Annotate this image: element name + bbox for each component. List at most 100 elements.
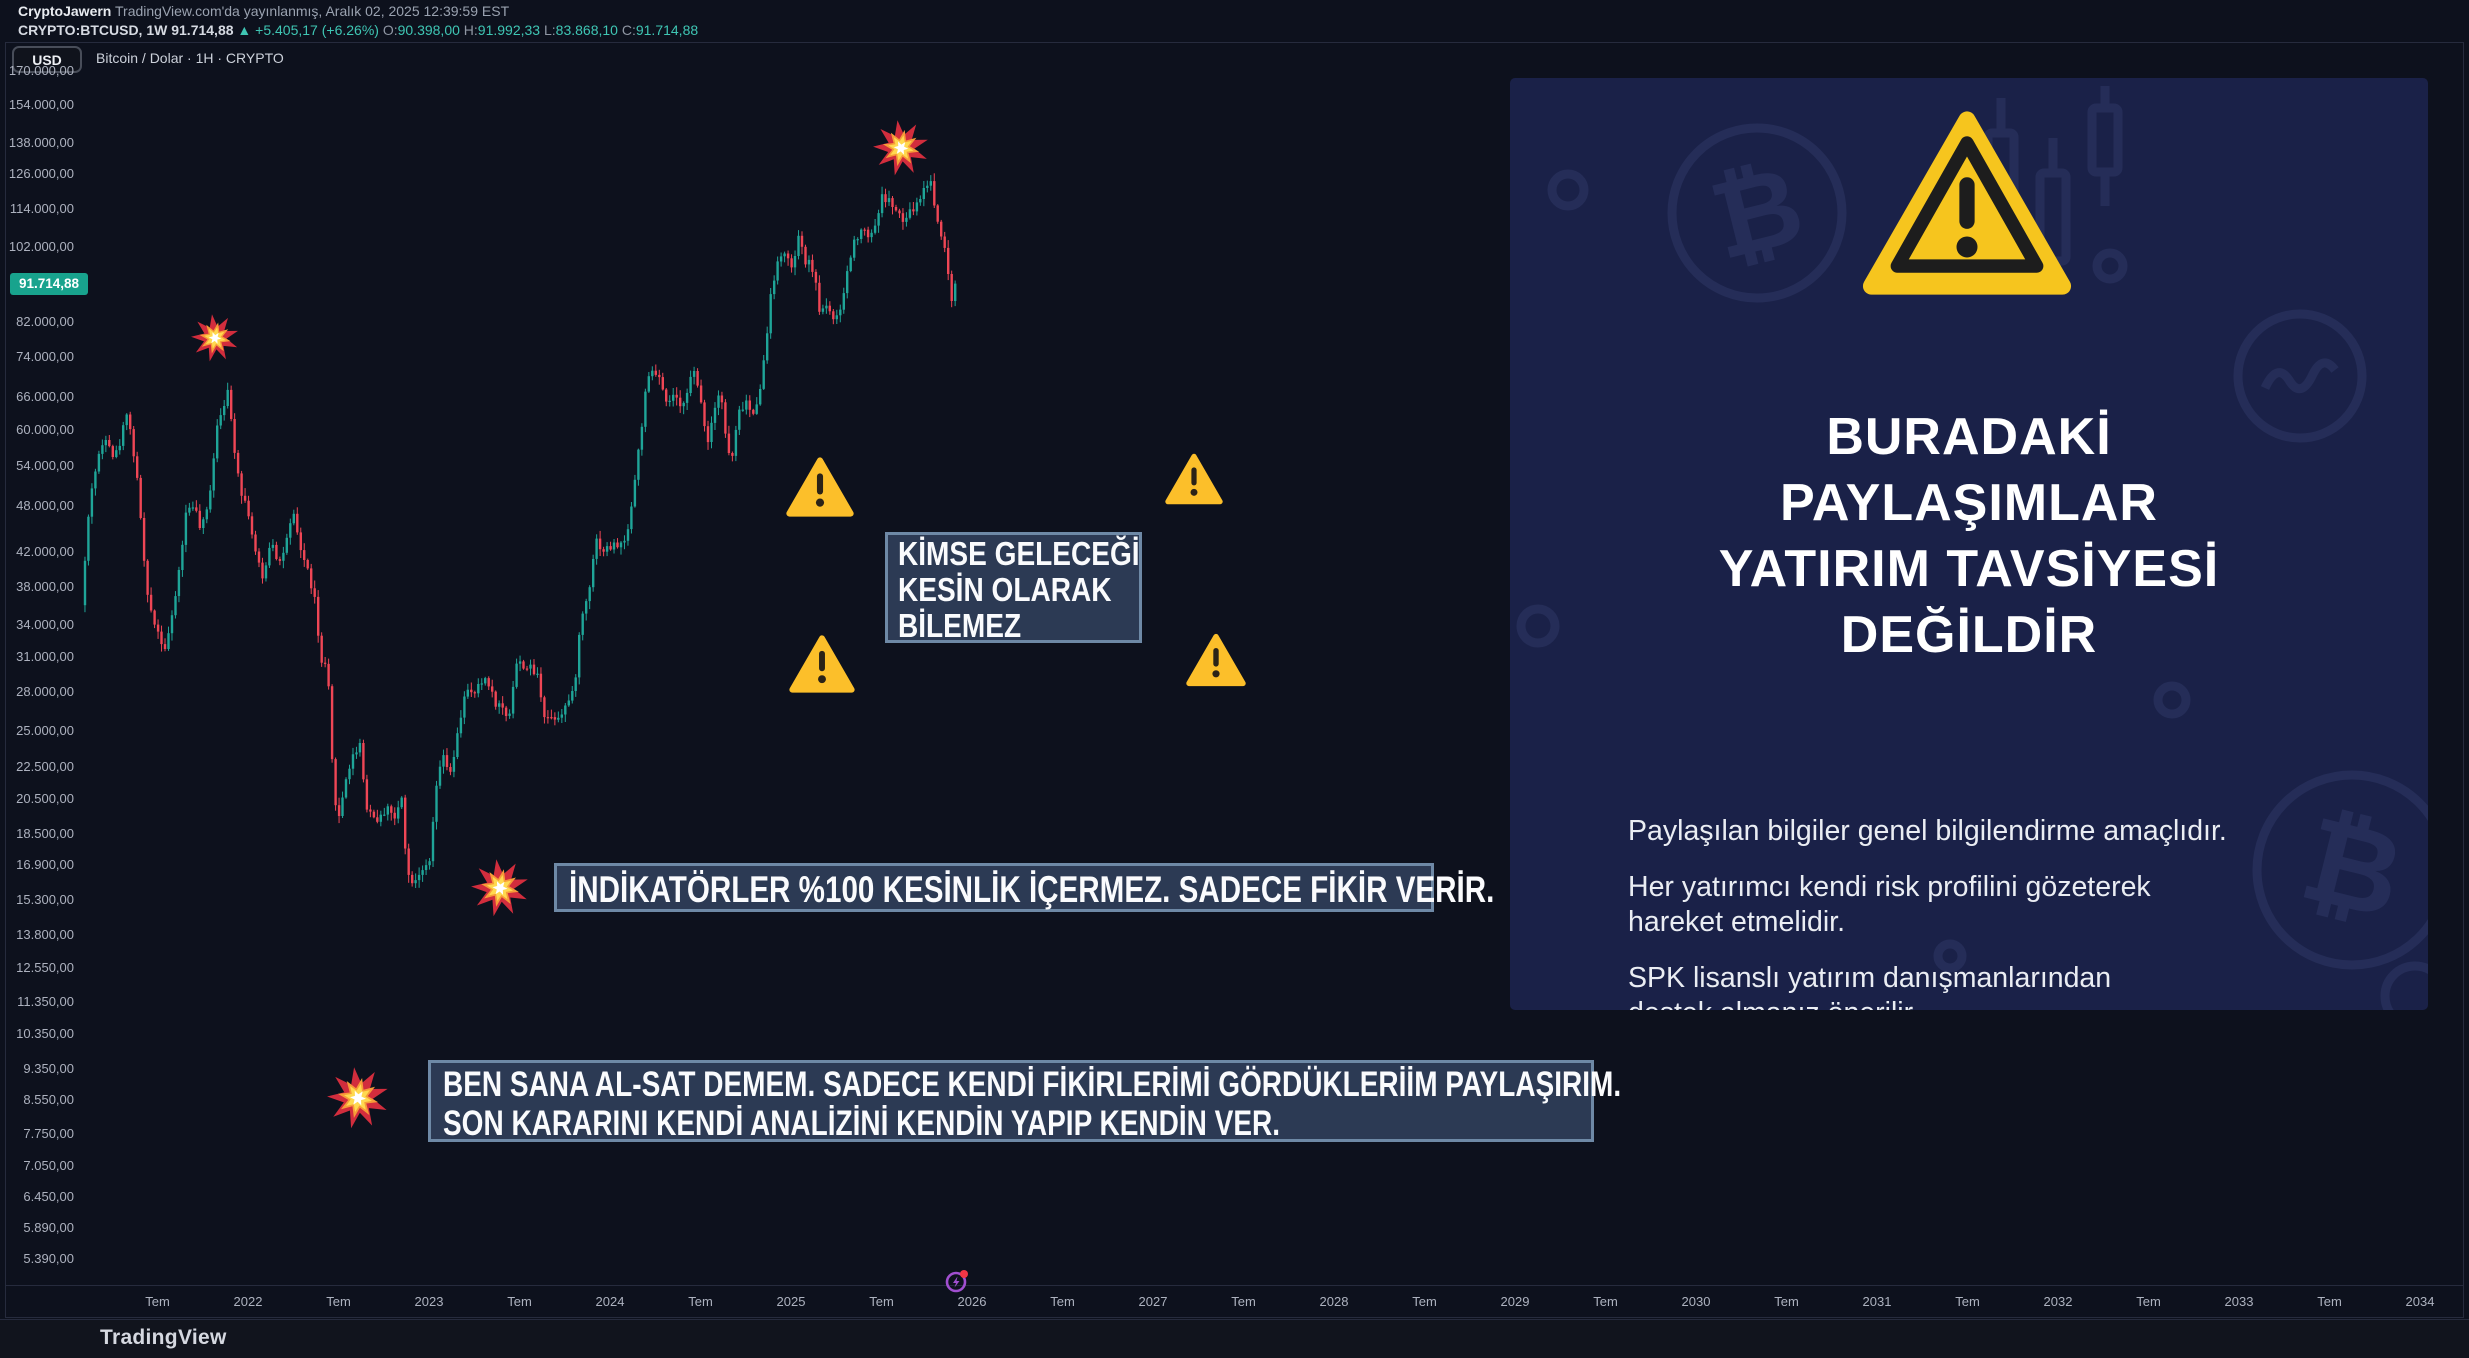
price-axis-tick: 12.550,00 bbox=[16, 959, 74, 975]
price-axis-tick: 7.750,00 bbox=[23, 1125, 74, 1141]
price-axis-tick: 82.000,00 bbox=[16, 314, 74, 330]
disclaimer-title-line: DEĞİLDİR bbox=[1840, 606, 2098, 664]
time-axis-label: 2034 bbox=[2405, 1294, 2435, 1309]
price-axis-tick: 9.350,00 bbox=[23, 1061, 74, 1077]
disclaimer-paragraphs: Paylaşılan bilgiler genel bilgilendirme … bbox=[1628, 814, 2328, 1010]
price-axis-tick: 74.000,00 bbox=[16, 349, 74, 365]
time-axis-label: 2030 bbox=[1681, 1294, 1711, 1309]
price-axis-tick: 18.500,00 bbox=[16, 826, 74, 842]
last-price: 91.714,88 bbox=[171, 22, 234, 38]
time-axis-label: 2028 bbox=[1319, 1294, 1349, 1309]
symbol-description: Bitcoin / Dolar · 1H · CRYPTO bbox=[96, 50, 284, 66]
bitcoin-watermark-icon bbox=[2252, 770, 2428, 970]
disclaimer-panel: ₿ ₿ bbox=[1510, 78, 2428, 1010]
price-axis-tick: 138.000,00 bbox=[8, 135, 74, 150]
note-line: SON KARARINI KENDİ ANALİZİNİ KENDİN YAPI… bbox=[443, 1104, 1280, 1143]
close-label: C: bbox=[621, 22, 636, 38]
time-axis-label: Tem bbox=[145, 1294, 170, 1309]
price-axis-tick: 25.000,00 bbox=[16, 722, 74, 738]
price-axis-tick: 60.000,00 bbox=[16, 421, 74, 437]
price-axis-tick: 15.300,00 bbox=[16, 891, 74, 907]
time-axis-label: 2024 bbox=[595, 1294, 625, 1309]
price-change: ▲ +5.405,17 (+6.26%) bbox=[237, 22, 379, 38]
time-axis-label: Tem bbox=[1774, 1294, 1799, 1309]
note-line: KESİN OLARAK bbox=[898, 571, 1112, 608]
price-axis-tick: 66.000,00 bbox=[16, 388, 74, 404]
explosion-icon-2021-top bbox=[191, 314, 238, 362]
time-axis-label: 2023 bbox=[414, 1294, 444, 1309]
disclaimer-paragraph: Paylaşılan bilgiler genel bilgilendirme … bbox=[1628, 815, 2227, 847]
price-axis[interactable]: 170.000,00 154.000,00 138.000,00 126.000,00… bbox=[5, 42, 88, 1285]
time-axis-label: Tem bbox=[507, 1294, 532, 1309]
publish-info: TradingView.com'da yayınlanmış, Aralık 0… bbox=[111, 3, 510, 19]
time-axis-label: 2032 bbox=[2043, 1294, 2073, 1309]
time-axis-label: Tem bbox=[1412, 1294, 1437, 1309]
warning-triangle-1 bbox=[786, 457, 854, 517]
time-axis[interactable]: Tem 2022 Tem 2023 Tem 2024 Tem 2025 Tem 2026 Tem 20… bbox=[5, 1285, 2464, 1318]
currency-usd-button[interactable]: USD bbox=[12, 46, 82, 73]
high-value: 91.992,33 bbox=[477, 22, 541, 38]
publish-line: CryptoJawern TradingView.com'da yayınlan… bbox=[18, 2, 698, 21]
time-axis-label: 2025 bbox=[776, 1294, 806, 1309]
note-box-future[interactable]: KİMSE GELECEĞİ KESİN OLARAK BİLEMEZ bbox=[885, 532, 1142, 644]
bitcoin-watermark-icon bbox=[1667, 123, 1847, 303]
low-value: 83.868,10 bbox=[555, 22, 618, 38]
dot-watermark bbox=[1547, 169, 1589, 211]
explosion-icon-2025-top bbox=[873, 120, 928, 176]
price-axis-tick: 126.000,00 bbox=[8, 166, 74, 182]
axis-event-icon[interactable] bbox=[942, 1266, 972, 1296]
publish-meta: CryptoJawern TradingView.com'da yayınlan… bbox=[18, 2, 698, 40]
note-line: BEN SANA AL-SAT DEMEM. SADECE KENDİ FİKİ… bbox=[443, 1065, 1622, 1104]
time-axis-label: Tem bbox=[688, 1294, 713, 1309]
price-axis-tick: 11.350,00 bbox=[17, 994, 74, 1010]
time-axis-label: 2026 bbox=[957, 1294, 987, 1309]
ohlc-line: CRYPTO:BTCUSD, 1W 91.714,88 ▲ +5.405,17 … bbox=[18, 21, 698, 40]
time-axis-label: Tem bbox=[1050, 1294, 1075, 1309]
price-axis-tick: 16.900,00 bbox=[16, 857, 74, 873]
time-axis-label: Tem bbox=[869, 1294, 894, 1309]
dot-watermark bbox=[1516, 604, 1560, 648]
dot-watermark bbox=[2092, 248, 2128, 284]
low-label: L: bbox=[543, 22, 556, 38]
price-axis-tick: 28.000,00 bbox=[16, 683, 74, 699]
time-axis-label: Tem bbox=[326, 1294, 351, 1309]
disclaimer-paragraph: SPK lisanslı yatırım danışmanlarındandes… bbox=[1628, 962, 2112, 1010]
disclaimer-title-line: BURADAKİ bbox=[1826, 408, 2112, 466]
dot-watermark bbox=[1933, 939, 1967, 973]
time-axis-label: 2029 bbox=[1500, 1294, 1530, 1309]
time-axis-label: Tem bbox=[1231, 1294, 1256, 1309]
time-axis-label: Tem bbox=[2136, 1294, 2161, 1309]
price-axis-tick: 31.000,00 bbox=[16, 648, 74, 664]
note-box-decision[interactable]: BEN SANA AL-SAT DEMEM. SADECE KENDİ FİKİ… bbox=[428, 1060, 1621, 1143]
price-axis-tick: 54.000,00 bbox=[16, 457, 74, 473]
note-line: İNDİKATÖRLER %100 KESİNLİK İÇERMEZ. SADE… bbox=[569, 869, 1495, 910]
footer-brand-text[interactable]: TradingView bbox=[100, 1326, 227, 1349]
price-axis-tick: 8.550,00 bbox=[23, 1091, 74, 1107]
price-axis-tick: 114.000,00 bbox=[9, 200, 74, 216]
note-box-indicators[interactable]: İNDİKATÖRLER %100 KESİNLİK İÇERMEZ. SADE… bbox=[554, 863, 1494, 912]
chartline-watermark-icon bbox=[2233, 309, 2367, 443]
price-axis-tick: 102.000,00 bbox=[8, 239, 74, 254]
price-axis-tick: 22.500,00 bbox=[16, 758, 74, 774]
explosion-icon-decision bbox=[327, 1067, 388, 1129]
time-axis-label: 2033 bbox=[2224, 1294, 2254, 1309]
note-line: KİMSE GELECEĞİ bbox=[898, 535, 1140, 572]
time-axis-label: 2031 bbox=[1862, 1294, 1892, 1309]
ring-watermark bbox=[2380, 961, 2428, 1010]
warning-triangle-4 bbox=[1186, 633, 1246, 687]
price-axis-tick: 34.000,00 bbox=[16, 616, 74, 632]
disclaimer-title-line: YATIRIM TAVSİYESİ bbox=[1718, 540, 2220, 598]
dot-watermark bbox=[2153, 681, 2191, 719]
time-axis-label: Tem bbox=[1955, 1294, 1980, 1309]
svg-text:₿: ₿ bbox=[1699, 142, 1815, 285]
panel-watermark-graphics: ₿ ₿ bbox=[1516, 86, 2428, 1010]
price-axis-tick: 5.890,00 bbox=[23, 1219, 74, 1235]
price-axis-tick: 5.390,00 bbox=[23, 1250, 74, 1266]
time-axis-label: Tem bbox=[2317, 1294, 2342, 1309]
close-value: 91.714,88 bbox=[635, 22, 699, 38]
author-name: CryptoJawern bbox=[18, 3, 112, 19]
warning-triangle-3 bbox=[789, 635, 855, 693]
price-axis-tick: 170.000,00 bbox=[8, 63, 74, 79]
